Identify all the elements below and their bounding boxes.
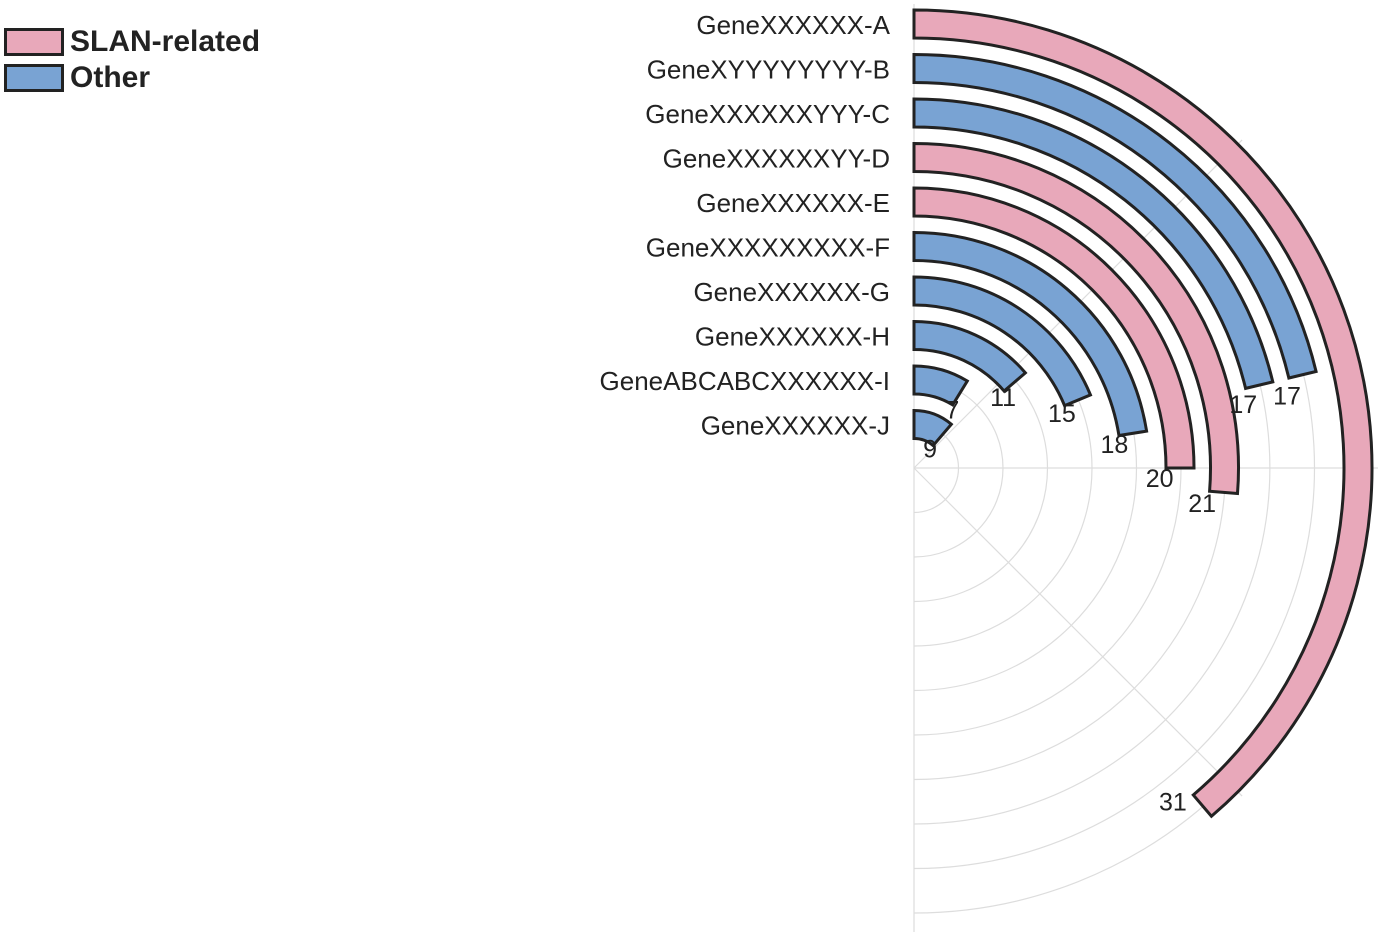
category-label: GeneXXXXXX-J: [701, 411, 890, 441]
category-label: GeneXXXXXX-G: [693, 277, 890, 307]
bar-GeneXXXXXXYY-D: [912, 141, 1240, 496]
value-label: 15: [1048, 400, 1076, 428]
legend-item-slan-related: SLAN-related: [4, 24, 260, 60]
legend-swatch-other: [4, 64, 64, 92]
legend-label: Other: [70, 61, 151, 94]
bar-GeneXXXXXX-A: [912, 8, 1374, 819]
category-label: GeneXXXXXXYY-D: [663, 144, 890, 174]
value-label: 31: [1159, 788, 1187, 816]
bar-GeneABCABCXXXXXX-I: [912, 364, 970, 407]
value-label: 21: [1188, 490, 1216, 518]
bar-GeneXXXXXXXXX-F: [912, 230, 1149, 438]
legend-swatch-slan-related: [4, 28, 64, 56]
grid-spoke: [913, 467, 1243, 797]
value-label: 18: [1100, 431, 1128, 459]
category-label: GeneXXXXXXXXX-F: [646, 233, 890, 263]
bar-GeneXXXXXX-G: [912, 275, 1093, 408]
bar-GeneXXXXXXYYY-C: [912, 97, 1275, 391]
value-label: 17: [1273, 383, 1301, 411]
value-label: 20: [1146, 465, 1174, 493]
legend: SLAN-related Other: [4, 24, 260, 96]
legend-label: SLAN-related: [70, 25, 261, 58]
bar-GeneXXXXXX-H: [912, 319, 1028, 394]
bar-GeneXXXXXX-J: [912, 408, 954, 448]
chart-labels: GeneXXXXXX-A 31 GeneXYYYYYYYY-B 17 GeneXXXXX…: [600, 10, 1301, 816]
chart-bars: [912, 8, 1374, 819]
value-label: 7: [945, 396, 959, 424]
value-label: 11: [990, 384, 1016, 412]
category-label: GeneXXXXXXYYY-C: [645, 99, 890, 129]
category-label: GeneXXXXXX-E: [696, 188, 890, 218]
category-label: GeneABCABCXXXXXX-I: [600, 366, 890, 396]
value-label: 17: [1229, 391, 1257, 419]
category-label: GeneXXXXXX-A: [696, 10, 890, 40]
value-label: 9: [923, 436, 937, 464]
category-label: GeneXYYYYYYYY-B: [647, 55, 890, 85]
bar-GeneXXXXXX-E: [912, 186, 1196, 470]
category-label: GeneXXXXXX-H: [695, 322, 890, 352]
bar-GeneXYYYYYYYY-B: [912, 52, 1318, 380]
legend-item-other: Other: [4, 60, 260, 96]
